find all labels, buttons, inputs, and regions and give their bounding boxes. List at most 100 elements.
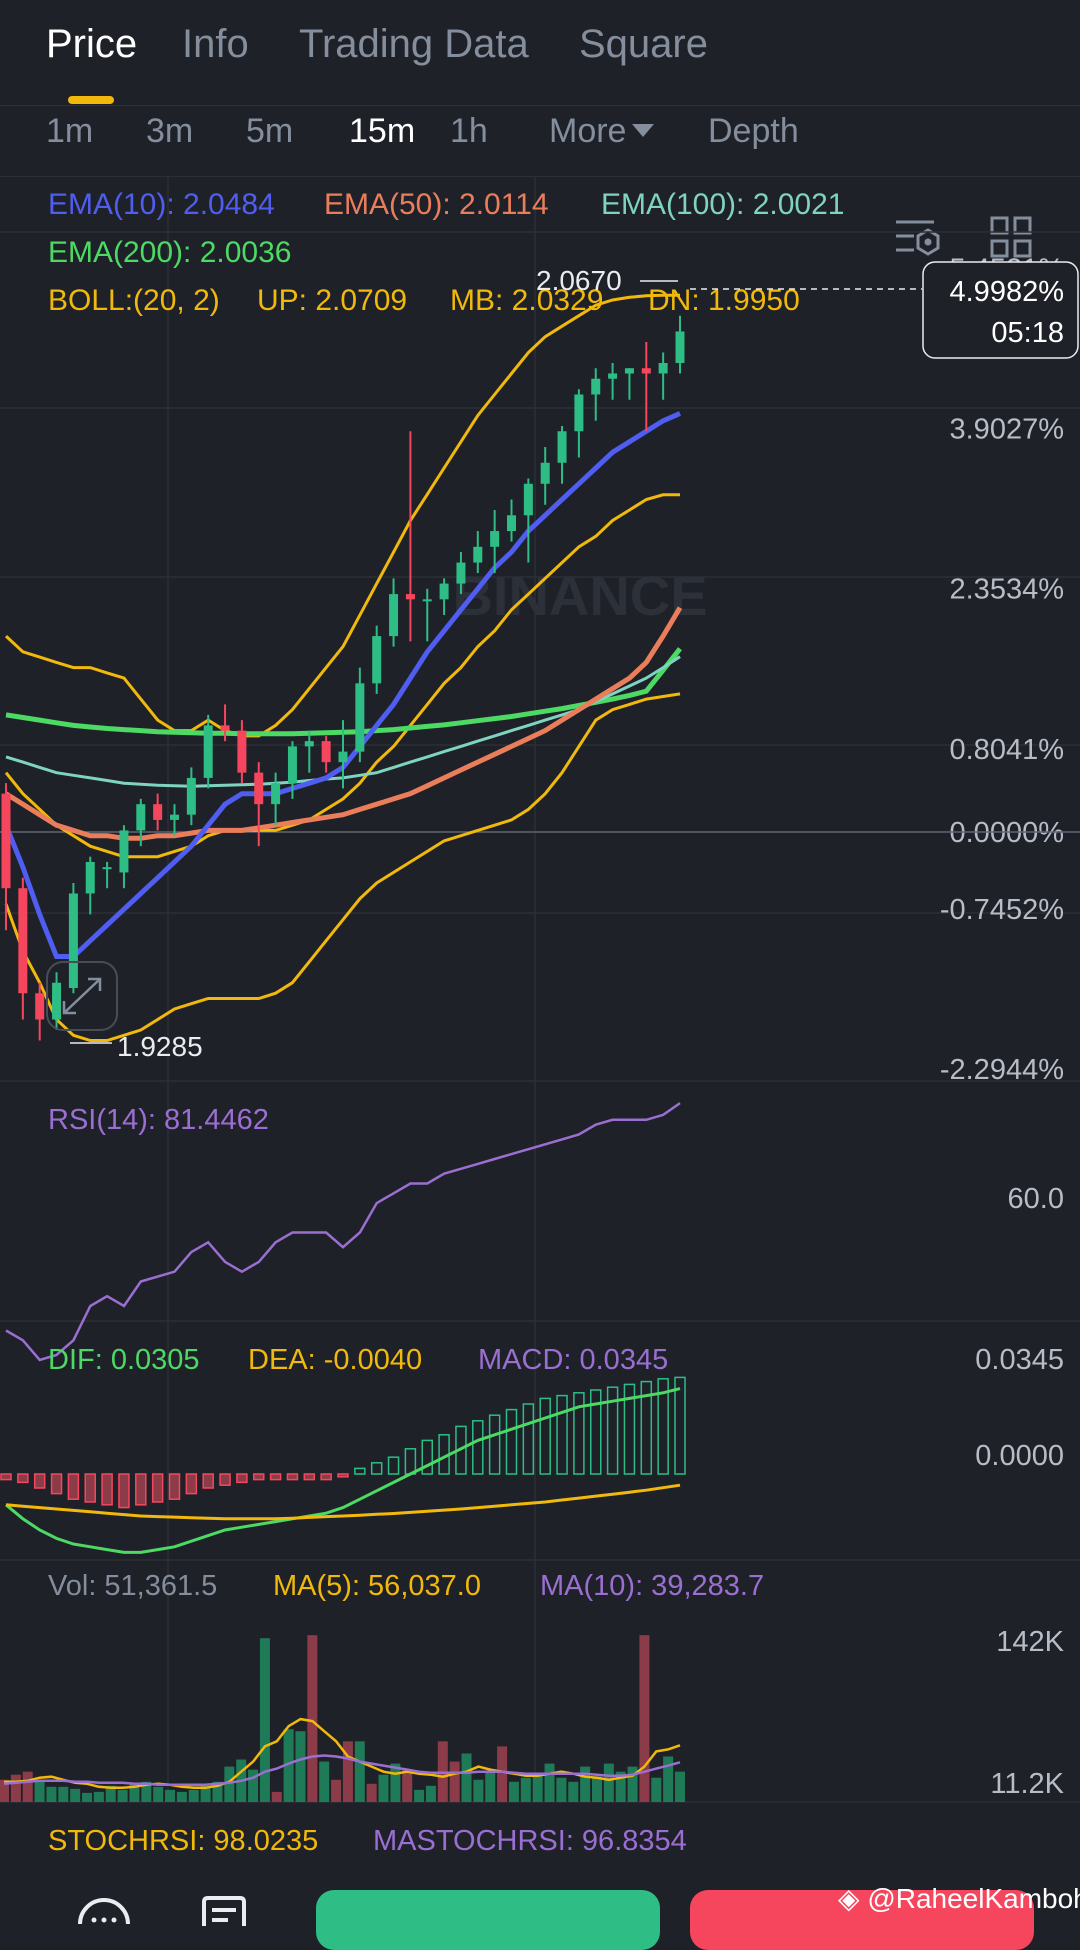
volume-bar <box>402 1769 413 1802</box>
volume-bar <box>508 1781 519 1802</box>
legend-rsi: RSI(14): 81.4462 <box>48 1104 269 1136</box>
candle <box>675 315 685 374</box>
volume-bar <box>675 1771 685 1802</box>
volume-bar <box>307 1635 318 1802</box>
volume-bar <box>615 1771 626 1802</box>
volume-bar <box>390 1763 401 1802</box>
candle <box>153 793 163 831</box>
interval-5m[interactable]: 5m <box>246 112 294 150</box>
rsi-line <box>5 1102 681 1362</box>
legend-vol: Vol: 51,361.5 <box>48 1570 217 1602</box>
legend-macd: MACD: 0.0345 <box>478 1344 668 1376</box>
expand-icon[interactable] <box>46 961 118 1031</box>
volume-bar <box>556 1777 567 1802</box>
volume-bar <box>580 1766 591 1802</box>
candle <box>321 735 331 773</box>
countdown-label: 05:18 <box>991 317 1064 349</box>
macd-histogram <box>0 1376 686 1509</box>
legend-boll-up: UP: 2.0709 <box>257 284 407 317</box>
volume-bar <box>591 1776 602 1802</box>
macd-bar <box>33 1473 46 1489</box>
buy-button[interactable] <box>316 1890 660 1950</box>
top-nav: Price Info Trading Data Square <box>0 0 1080 106</box>
macd-bar <box>320 1473 332 1481</box>
volume-bar <box>366 1783 377 1802</box>
legend-dif: DIF: 0.0305 <box>48 1344 200 1376</box>
macd-bar <box>0 1473 12 1481</box>
chart-grid <box>0 176 1080 1803</box>
candle <box>254 762 264 847</box>
legend-ema100: EMA(100): 2.0021 <box>601 188 844 221</box>
macd-bar <box>539 1397 551 1475</box>
chat-icon[interactable] <box>78 1896 130 1931</box>
candle <box>372 625 382 694</box>
candle <box>1 783 11 931</box>
volume-bar <box>425 1785 436 1802</box>
volume-bar <box>331 1779 342 1802</box>
candle <box>136 798 146 847</box>
volume-bar <box>461 1753 472 1802</box>
macd-bar <box>101 1473 113 1506</box>
candle <box>658 352 668 400</box>
volume-bar <box>93 1791 104 1802</box>
candle <box>85 856 95 915</box>
volume-bar <box>663 1756 674 1802</box>
macd-bar <box>522 1403 535 1475</box>
volume-bar <box>259 1638 270 1802</box>
interval-1h[interactable]: 1h <box>450 112 488 150</box>
macd-bar <box>17 1473 29 1484</box>
volume-bar <box>319 1761 330 1802</box>
macd-bar <box>337 1473 349 1478</box>
candle <box>473 531 483 574</box>
tab-trading-data[interactable]: Trading Data <box>299 22 529 66</box>
orders-icon[interactable] <box>202 1896 246 1931</box>
price-axis: 5.4521%3.9027%2.3534%0.8041%0.0000%-0.74… <box>0 253 1080 1086</box>
macd-bar <box>185 1473 198 1495</box>
boll-up-line <box>4 293 680 738</box>
volume-bar <box>485 1771 496 1802</box>
macd-bar <box>674 1376 686 1475</box>
macd-bar <box>657 1378 669 1475</box>
indicator-settings-icon[interactable] <box>894 216 940 265</box>
candle <box>439 578 449 616</box>
volume-bar <box>544 1763 555 1802</box>
tab-info[interactable]: Info <box>182 22 249 66</box>
depth-tab[interactable]: Depth <box>708 112 799 150</box>
more-intervals-dropdown[interactable]: More <box>549 112 655 151</box>
tab-price[interactable]: Price <box>46 22 138 66</box>
legend-ema50: EMA(50): 2.0114 <box>324 188 549 221</box>
legend-boll: BOLL:(20, 2) <box>48 284 220 317</box>
macd-bar <box>505 1408 518 1475</box>
volume-bar <box>22 1771 33 1802</box>
volume-bar <box>105 1785 116 1802</box>
tab-square[interactable]: Square <box>579 22 708 66</box>
macd-bar <box>472 1420 484 1475</box>
volume-bar <box>283 1729 294 1802</box>
macd-bar <box>404 1448 417 1475</box>
price-axis-label: -0.7452% <box>940 894 1064 926</box>
volume-bar <box>129 1783 140 1802</box>
price-axis-label: 2.3534% <box>950 574 1065 606</box>
candle <box>608 362 618 400</box>
low-price-label: 1.9285 <box>117 1031 203 1062</box>
volume-bar <box>70 1788 81 1802</box>
more-label: More <box>549 112 627 150</box>
volume-bar <box>58 1786 69 1802</box>
interval-3m[interactable]: 3m <box>146 112 194 150</box>
legend-ma10: MA(10): 39,283.7 <box>540 1570 764 1602</box>
volume-bar <box>473 1779 484 1802</box>
candle <box>591 368 601 421</box>
volume-bar <box>165 1789 176 1802</box>
binance-watermark: BINANCE <box>452 564 707 627</box>
boll-dn-line <box>4 692 681 1042</box>
volume-bar <box>342 1741 353 1802</box>
interval-1m[interactable]: 1m <box>46 112 94 150</box>
candle <box>405 431 415 642</box>
macd-bar <box>421 1439 433 1475</box>
interval-15m[interactable]: 15m <box>349 112 416 150</box>
layout-grid-icon[interactable] <box>990 216 1032 263</box>
legend-boll-mb: MB: 2.0329 <box>450 284 603 317</box>
volume-bar <box>10 1774 21 1802</box>
volume-bar <box>520 1777 531 1802</box>
